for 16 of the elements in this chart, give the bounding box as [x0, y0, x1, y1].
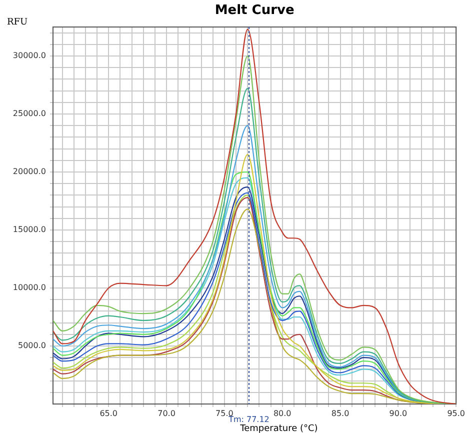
x-tick-label: 70.0: [158, 408, 176, 418]
y-tick-label: 15000.0: [12, 225, 46, 234]
y-axis-title: RFU: [7, 17, 28, 28]
y-tick-label: 5000.0: [18, 341, 46, 350]
x-tick-label: 90.0: [389, 408, 408, 418]
y-tick-label: 25000.0: [12, 109, 46, 118]
x-tick-label: 80.0: [273, 408, 292, 418]
x-tick-label: 95.0: [447, 408, 465, 418]
x-tick-label: 85.0: [331, 408, 350, 418]
y-tick-label: 20000.0: [12, 167, 46, 176]
y-tick-label: 30000.0: [12, 51, 46, 60]
chart-title: Melt Curve: [214, 2, 294, 18]
x-axis-title: Temperature (°C): [239, 424, 318, 433]
y-tick-label: 10000.0: [12, 283, 46, 292]
x-tick-label: 65.0: [100, 408, 118, 418]
ref-line-label: Tm: 77.12: [228, 415, 270, 424]
